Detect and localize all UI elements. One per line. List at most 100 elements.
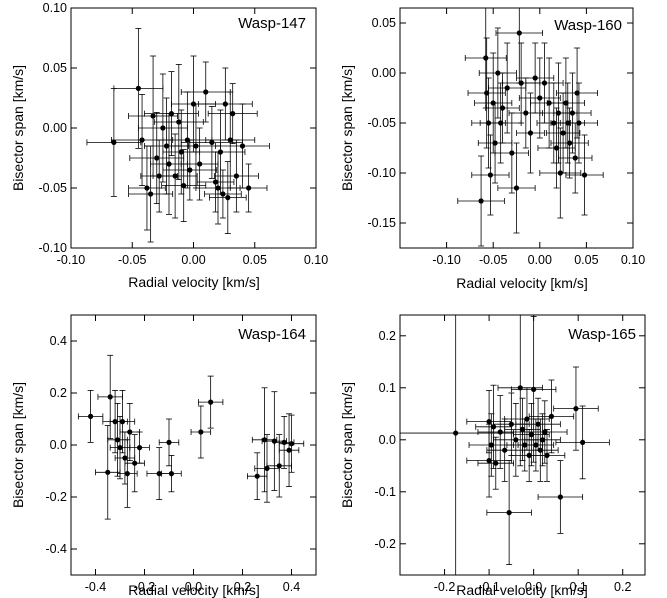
point-marker <box>498 120 504 126</box>
data-point <box>515 397 561 451</box>
x-axis: -0.2 -0.1 0.0 0.1 0.2 <box>434 315 631 594</box>
point-marker <box>492 140 498 146</box>
point-marker <box>541 80 548 86</box>
data-point <box>502 42 541 124</box>
point-marker <box>119 419 126 425</box>
data-point <box>180 61 231 123</box>
point-marker <box>580 439 586 445</box>
point-marker <box>572 155 578 161</box>
point-marker <box>132 460 138 466</box>
y-tick-label: -0.05 <box>368 116 397 130</box>
data-point <box>109 389 136 454</box>
point-marker <box>148 191 154 197</box>
panel-title: Wasp-164 <box>238 326 306 343</box>
x-tick-label: -0.1 <box>478 580 500 594</box>
panel-title: Wasp-147 <box>238 15 306 32</box>
point-marker <box>560 130 566 136</box>
x-tick-label: 0.10 <box>621 253 645 267</box>
point-marker <box>178 149 184 155</box>
data-point <box>555 405 610 480</box>
data-point <box>77 389 104 443</box>
point-marker <box>114 437 121 443</box>
x-tick-label: 0.05 <box>243 253 267 267</box>
point-marker <box>567 140 573 146</box>
data-point <box>559 82 598 164</box>
point-marker <box>239 143 246 149</box>
point-marker <box>135 85 141 91</box>
data-point <box>195 109 246 195</box>
y-tick-label: -0.4 <box>45 542 67 556</box>
y-axis-label: Bisector span [km/s] <box>339 65 355 191</box>
point-marker <box>172 173 178 179</box>
y-axis-label: Bisector span [km/s] <box>339 382 355 508</box>
point-marker <box>220 191 226 197</box>
x-tick-label: 0.05 <box>574 253 598 267</box>
data-point <box>162 139 218 201</box>
point-marker <box>528 432 535 438</box>
data-point <box>471 134 510 216</box>
data-point <box>161 454 182 493</box>
y-tick-label: -0.15 <box>368 216 397 230</box>
data-points <box>86 27 270 243</box>
point-marker <box>276 463 282 469</box>
data-point <box>161 149 207 223</box>
data-point <box>510 316 557 463</box>
panel-title: Wasp-165 <box>568 326 636 343</box>
data-point <box>144 71 199 157</box>
x-tick-label: 0.2 <box>234 580 251 594</box>
y-tick-label: 0.0 <box>50 438 67 452</box>
data-point <box>278 413 300 488</box>
panel-title: Wasp-160 <box>554 17 622 34</box>
point-marker <box>160 125 166 131</box>
point-marker <box>574 90 580 96</box>
y-axis: -0.4 -0.2 0.0 0.2 0.4 <box>45 334 316 556</box>
y-tick-label: -0.1 <box>374 485 396 499</box>
x-axis-label: Radial velocity [km/s] <box>456 275 587 291</box>
data-point <box>550 107 589 179</box>
point-marker <box>154 155 160 161</box>
y-axis-label: Bisector span [km/s] <box>10 382 26 508</box>
point-marker <box>497 429 503 435</box>
data-point <box>152 133 198 219</box>
x-tick-label: -0.05 <box>118 253 147 267</box>
data-points <box>77 354 305 520</box>
point-marker <box>246 185 252 191</box>
point-marker <box>508 421 514 427</box>
point-marker <box>181 183 187 189</box>
point-marker <box>208 399 214 405</box>
data-point <box>537 460 584 534</box>
data-point <box>528 428 566 482</box>
point-marker <box>502 447 508 453</box>
data-point <box>209 161 247 235</box>
y-axis: -0.15 -0.10 -0.05 0.00 0.05 <box>368 16 633 230</box>
point-marker <box>487 172 494 178</box>
point-marker <box>139 137 145 143</box>
x-tick-label: 0.4 <box>283 580 300 594</box>
y-tick-label: 0.00 <box>43 121 67 135</box>
point-marker <box>569 110 576 116</box>
x-tick-label: -0.4 <box>85 580 107 594</box>
point-marker <box>166 439 172 445</box>
data-point <box>86 88 142 197</box>
x-tick-label: -0.2 <box>434 580 456 594</box>
point-marker <box>478 198 484 204</box>
point-marker <box>88 413 94 419</box>
data-point <box>205 91 256 189</box>
point-marker <box>548 413 555 419</box>
data-point <box>158 418 180 467</box>
point-marker <box>230 111 236 117</box>
y-tick-label: 0.05 <box>43 61 67 75</box>
data-point <box>204 169 242 219</box>
data-point <box>467 37 506 149</box>
point-marker <box>516 30 522 36</box>
point-marker <box>504 85 510 91</box>
point-marker <box>137 445 143 451</box>
point-marker <box>513 185 520 191</box>
data-point <box>517 418 555 472</box>
x-tick-label: -0.05 <box>479 253 508 267</box>
point-marker <box>111 139 117 145</box>
point-marker <box>217 149 224 155</box>
point-marker <box>166 161 172 167</box>
point-marker <box>539 437 546 443</box>
point-marker <box>225 195 231 201</box>
